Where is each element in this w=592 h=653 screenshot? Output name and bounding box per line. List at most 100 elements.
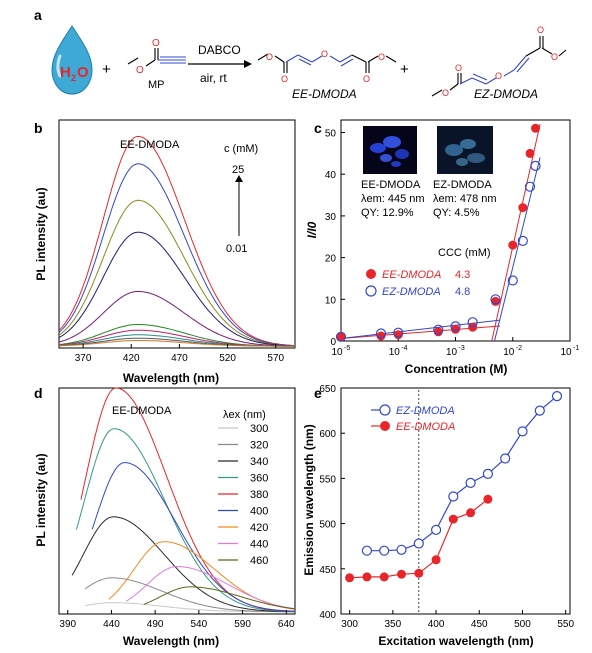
panel-b-xtick-label-0: 370 <box>75 353 92 364</box>
mp-structure: O O <box>127 38 186 76</box>
panel-b-curves <box>58 135 295 347</box>
ez-dmoda-label: EZ-DMODA <box>474 87 538 101</box>
panel-c-point-0-2 <box>393 330 403 340</box>
inset1-name: EE-DMODA <box>361 179 421 191</box>
panel-b-xtick-label-4: 570 <box>267 353 284 364</box>
legend-e-ee-marker <box>380 421 390 431</box>
panel-b-xtick-label-3: 520 <box>219 353 236 364</box>
panel-c-point-1-10 <box>530 160 541 171</box>
panel-e-ytick-label-2: 500 <box>319 520 336 531</box>
panel-b-frame <box>58 119 296 349</box>
panel-b-xlabel: Wavelength (nm) <box>123 371 219 385</box>
panel-d-spectrum-420 <box>108 541 295 610</box>
panel-c-fit-high-0 <box>491 124 541 342</box>
panel-b: b 370 420 470 520 570 EE-DMODA c (mM) 25 0.0… <box>34 119 296 385</box>
panel-e-point-1-7 <box>466 508 476 518</box>
panel-d-legend-label-400: 400 <box>250 506 268 518</box>
panel-b-conc-top: 25 <box>232 164 244 176</box>
panel-d-legend-label-380: 380 <box>250 489 268 501</box>
legend-ez-name: EZ-DMODA <box>382 286 441 298</box>
ee-dmoda-label: EE-DMODA <box>292 87 357 101</box>
panel-d-spectrum-400 <box>91 462 295 612</box>
ez-dmoda-structure: O O O O O <box>431 25 567 98</box>
panel-c-ytick-label-2: 20 <box>325 254 337 265</box>
panel-e-ytick-label-3: 550 <box>319 474 336 485</box>
svg-text:O: O <box>551 52 558 62</box>
panel-b-xtick-label-2: 470 <box>171 353 188 364</box>
legend-e-ee-name: EE-DMODA <box>396 421 455 433</box>
plus-sign-1: + <box>102 61 111 78</box>
panel-c-ylabel: I/I0 <box>305 221 319 238</box>
panel-d-legend: 300 320 340 360 380 400 420 440 460 <box>218 423 268 567</box>
panel-e-line-0 <box>366 395 558 552</box>
panel-e-ytick-label-0: 400 <box>319 610 336 621</box>
ee-dmoda-photo <box>363 126 417 174</box>
panel-d-legend-label-420: 420 <box>250 522 268 534</box>
water-subscript: 2 <box>71 73 76 83</box>
panel-d-legend-label-340: 340 <box>250 456 268 468</box>
panel-c-point-1-6 <box>490 294 501 305</box>
panel-b-spectrum-9 <box>58 340 294 347</box>
water-drop-icon: H 2 O <box>51 25 93 95</box>
panel-c-ytick-label-4: 40 <box>325 170 337 181</box>
panel-c-point-0-6 <box>491 296 500 306</box>
panel-b-conc-arrowhead <box>235 175 243 182</box>
panel-d: d 390 440 490 540 590 640 EE-DMODA λex (nm) 3… <box>34 385 296 648</box>
panel-d-spectrum-440 <box>126 565 295 610</box>
panel-c-point-1-3 <box>433 324 444 335</box>
panel-c-point-1-7 <box>507 275 518 286</box>
panel-c-point-0-8 <box>518 203 528 213</box>
panel-d-xtick-label-5: 640 <box>278 619 295 630</box>
panel-c-point-1-0 <box>335 331 347 342</box>
panel-d-label: d <box>34 385 43 401</box>
panel-d-legend-label-440: 440 <box>250 539 268 551</box>
panel-d-xtick-label-0: 390 <box>59 619 76 630</box>
plus-sign-2: + <box>400 61 409 78</box>
panel-e-xtick-label-1: 350 <box>385 619 402 630</box>
svg-text:O: O <box>281 74 288 84</box>
panel-e-point-0-6 <box>465 477 476 488</box>
panel-c-point-1-9 <box>524 181 536 192</box>
panel-c-point-0-4 <box>451 324 460 334</box>
catalyst-label: DABCO <box>198 43 241 57</box>
panel-d-xtick-label-4: 590 <box>234 619 251 630</box>
legend-ez-ccc: 4.8 <box>455 286 470 298</box>
panel-c-point-1-5 <box>467 317 478 328</box>
panel-c-point-1-2 <box>393 327 404 338</box>
panel-e-ytick-label-5: 650 <box>319 384 336 395</box>
panel-e-point-1-2 <box>379 572 389 582</box>
panel-c-ytick-label-3: 30 <box>325 212 337 223</box>
panel-e-point-0-10 <box>534 405 545 416</box>
panel-e-point-0-11 <box>551 391 563 402</box>
panel-b-ylabel: PL intensity (au) <box>34 187 48 280</box>
inset2-lambda: λem: 478 nm <box>433 193 497 205</box>
panel-c-xtick-label-3: 10 <box>503 347 515 358</box>
panel-b-conc-bottom: 0.01 <box>226 243 247 255</box>
panel-e-xlabel: Excitation wavelength (nm) <box>378 634 533 648</box>
legend-ee-name: EE-DMODA <box>382 269 441 281</box>
svg-text:O: O <box>321 49 328 59</box>
panel-c-xtick-label-0: 10 <box>331 347 343 358</box>
panel-d-xtick-label-2: 490 <box>147 619 164 630</box>
panel-c-point-0-3 <box>433 327 443 337</box>
water-h: H <box>60 64 71 81</box>
panel-b-xtick-label-1: 420 <box>123 353 140 364</box>
panel-e-point-0-0 <box>361 545 372 556</box>
panel-e-point-1-0 <box>345 573 355 583</box>
panel-e-point-0-1 <box>379 545 390 556</box>
panel-e-point-1-3 <box>397 569 406 579</box>
panel-c-xtick-exp-3: -2 <box>516 345 522 352</box>
panel-d-frame <box>58 387 296 615</box>
panel-e: e 300 350 400 450 500 550 400 450 500 550 600 650 E… <box>302 384 574 648</box>
panel-c-xtick-label-1: 10 <box>389 347 401 358</box>
panel-c-point-0-1 <box>376 331 386 341</box>
panel-e-ytick-label-4: 600 <box>319 429 336 440</box>
legend-ez-marker <box>365 285 377 297</box>
panel-c-point-1-1 <box>375 328 387 339</box>
ez-dmoda-photo <box>437 126 493 174</box>
panel-c-label: c <box>314 120 322 136</box>
panel-e-xtick-label-5: 550 <box>557 619 574 630</box>
